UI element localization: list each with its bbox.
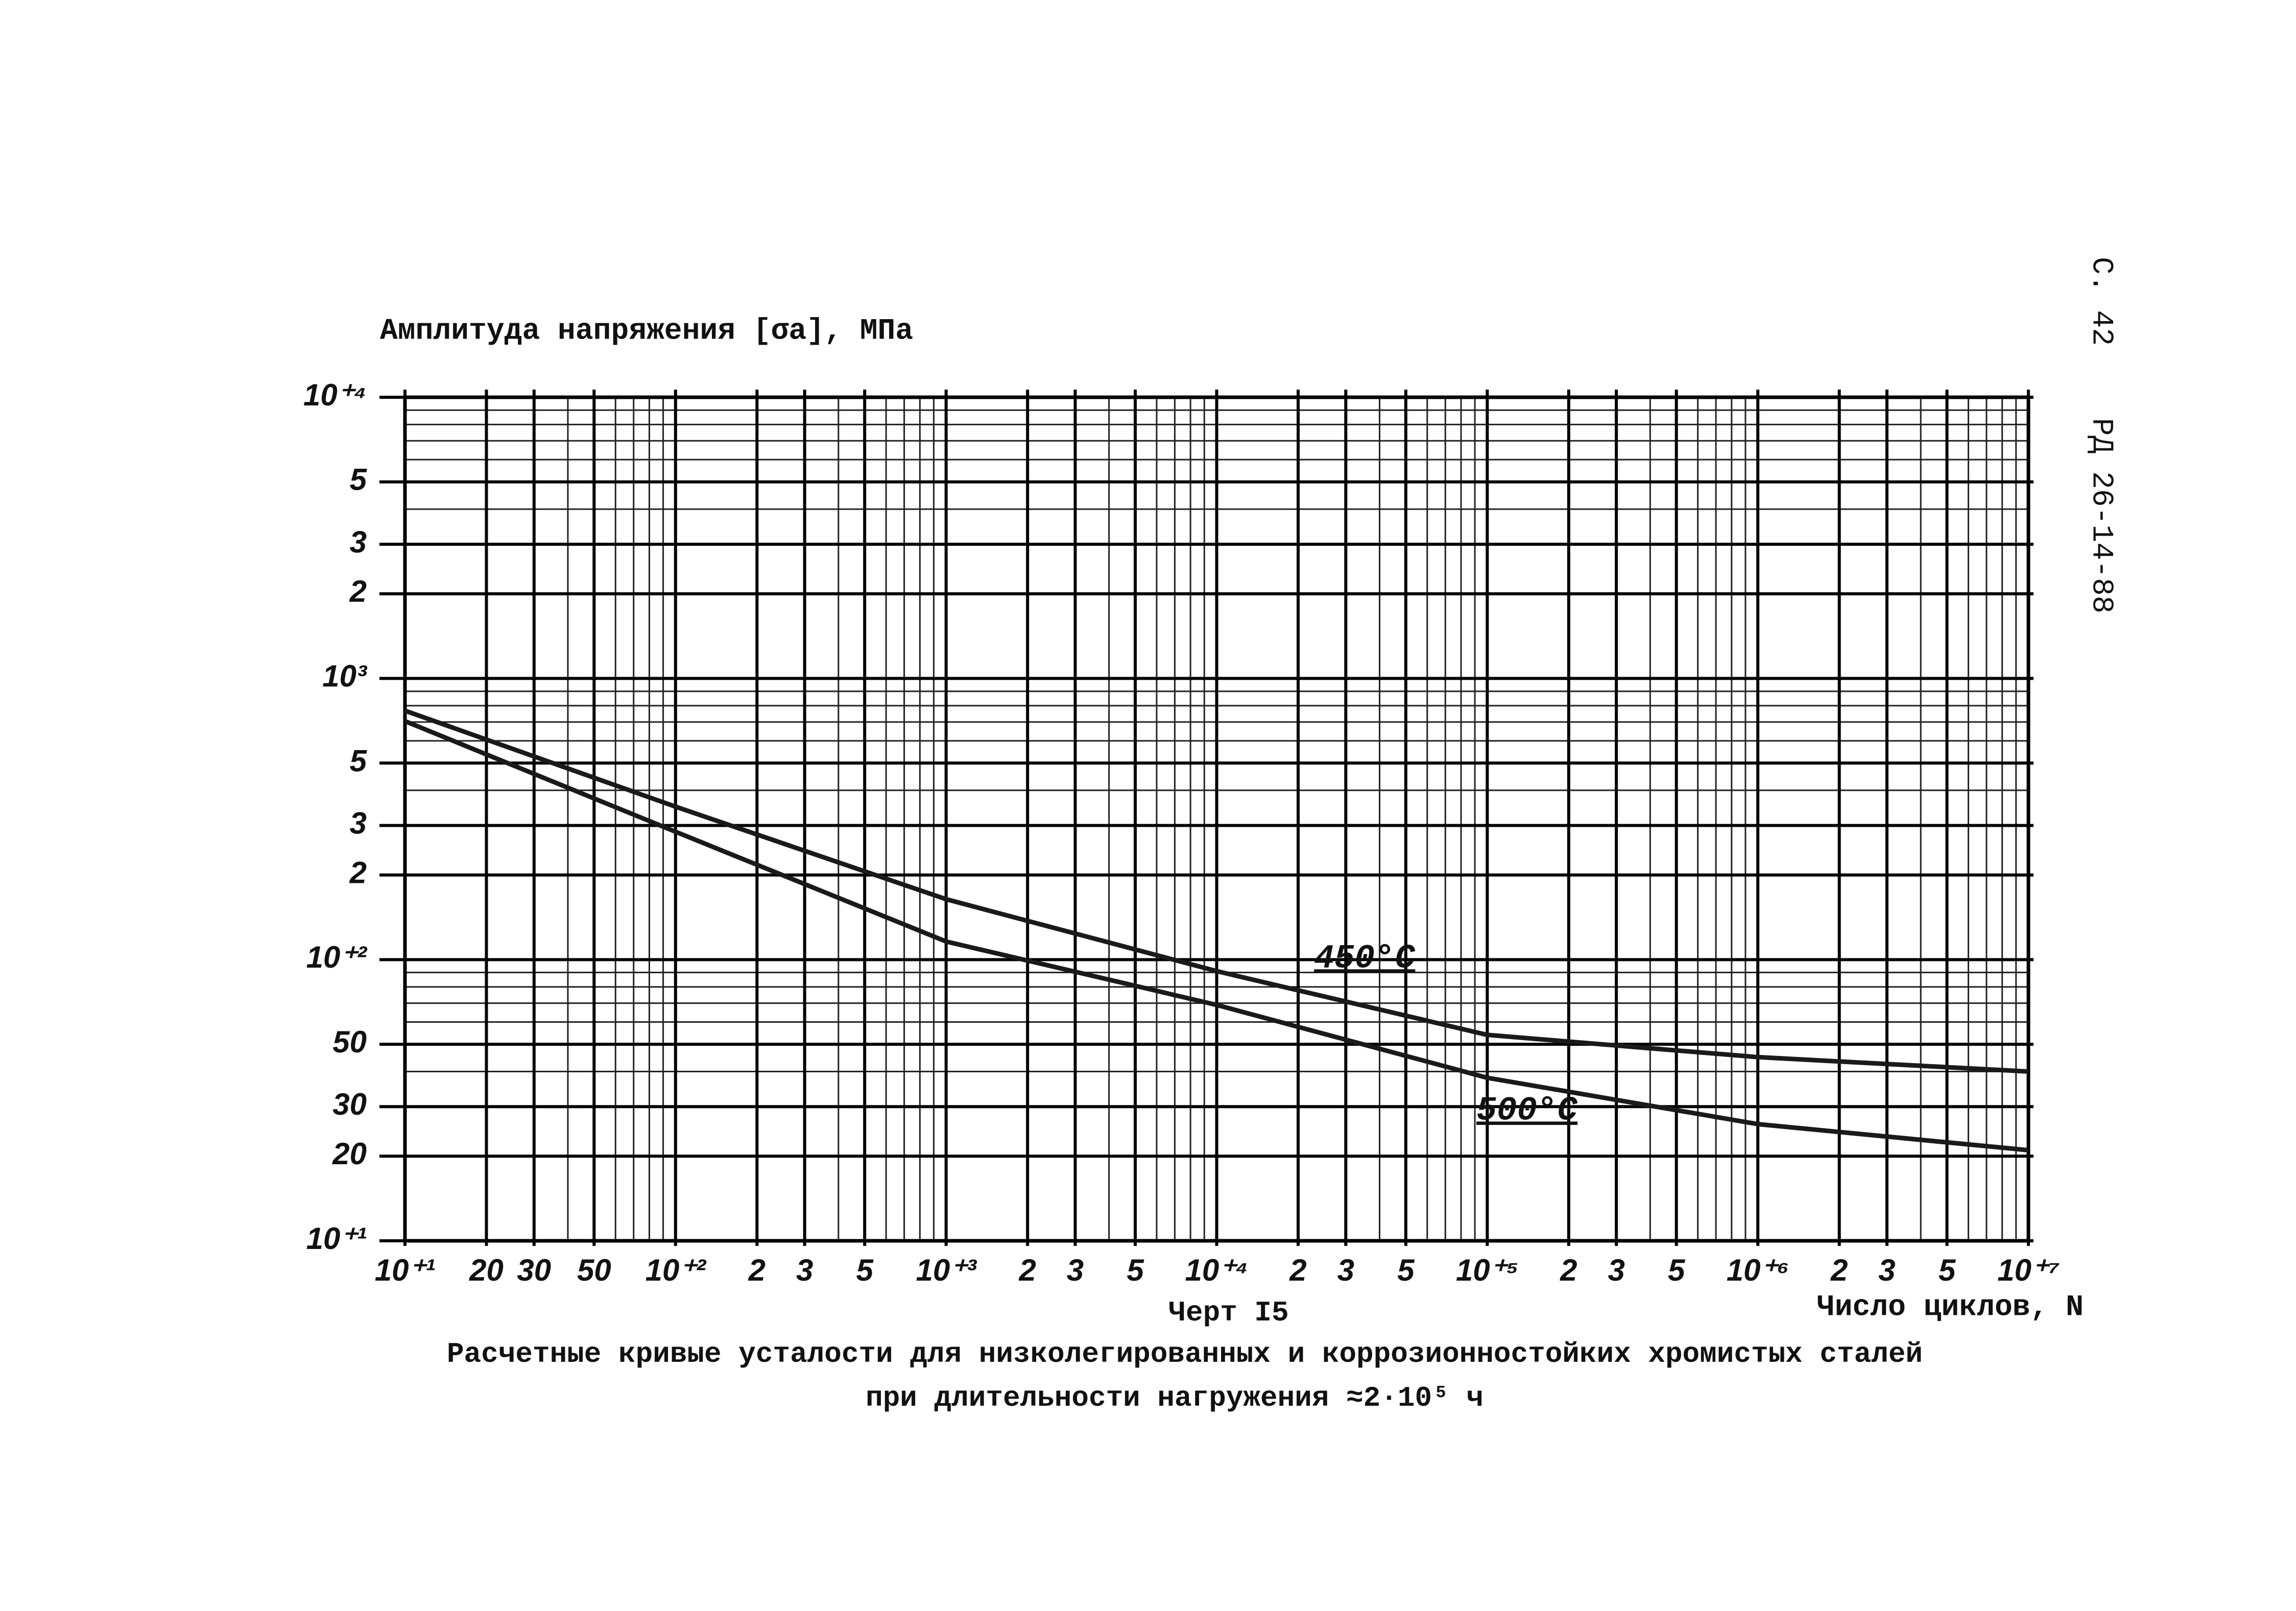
plot-frame <box>403 395 2030 1243</box>
x-tick-label: 2 <box>748 1253 766 1287</box>
y-tick-label: 10³ <box>322 659 368 693</box>
x-tick-label: 3 <box>1878 1253 1895 1287</box>
document-code: РД 26-14-88 <box>2085 418 2118 614</box>
y-tick-label: 2 <box>349 855 367 889</box>
y-tick-label: 5 <box>350 463 368 497</box>
x-tick-label: 10⁺³ <box>916 1253 977 1287</box>
x-tick-label: 10⁺¹ <box>375 1253 435 1287</box>
y-tick-label: 2 <box>349 574 367 609</box>
x-axis-label: Число циклов, N <box>1817 1291 2084 1324</box>
x-tick-label: 3 <box>1337 1253 1354 1287</box>
x-tick-label: 5 <box>1939 1253 1956 1287</box>
chart-title: Расчетные кривые усталости для низколеги… <box>447 1338 1923 1370</box>
y-axis-label: Амплитуда напряжения [σa], МПа <box>380 315 913 348</box>
y-tick-label: 5 <box>350 743 368 778</box>
x-tick-label: 2 <box>1018 1253 1036 1287</box>
x-tick-label: 10⁺⁷ <box>1997 1253 2059 1287</box>
x-tick-label: 50 <box>577 1253 611 1287</box>
x-tick-label: 10⁺⁶ <box>1727 1253 1789 1287</box>
series-label: 450°C <box>1314 939 1415 977</box>
x-tick-label: 5 <box>1127 1253 1144 1287</box>
x-tick-label: 3 <box>796 1253 813 1287</box>
chart-subtitle: при длительности нагружения ≈2·10⁵ ч <box>866 1382 1484 1414</box>
x-tick-label: 10⁺² <box>645 1253 707 1287</box>
y-tick-label: 10⁺² <box>306 940 368 974</box>
y-tick-label: 10⁺¹ <box>306 1221 367 1256</box>
y-tick-label: 3 <box>350 806 367 840</box>
x-tick-label: 3 <box>1067 1253 1084 1287</box>
data-line <box>404 708 2029 1074</box>
x-tick-label: 5 <box>1668 1253 1686 1287</box>
figure-label: Черт I5 <box>1168 1296 1288 1329</box>
series-label: 500°C <box>1476 1091 1577 1129</box>
y-tick-label: 30 <box>332 1087 367 1121</box>
data-line <box>404 719 2029 1153</box>
x-tick-label: 30 <box>517 1253 551 1287</box>
y-tick-label: 50 <box>332 1025 367 1059</box>
y-tick-label: 20 <box>332 1137 367 1171</box>
y-tick-label: 3 <box>350 525 367 559</box>
x-tick-label: 3 <box>1608 1253 1624 1287</box>
x-tick-label: 2 <box>1830 1253 1848 1287</box>
x-tick-label: 10⁺⁵ <box>1456 1253 1519 1287</box>
x-tick-label: 5 <box>1397 1253 1415 1287</box>
x-tick-label: 2 <box>1289 1253 1306 1287</box>
x-tick-label: 5 <box>856 1253 874 1287</box>
page-number: С. 42 <box>2085 257 2118 346</box>
x-tick-label: 10⁺⁴ <box>1185 1253 1249 1287</box>
y-tick-label: 10⁺⁴ <box>303 378 367 412</box>
x-tick-label: 2 <box>1560 1253 1577 1287</box>
x-tick-label: 20 <box>469 1253 504 1287</box>
